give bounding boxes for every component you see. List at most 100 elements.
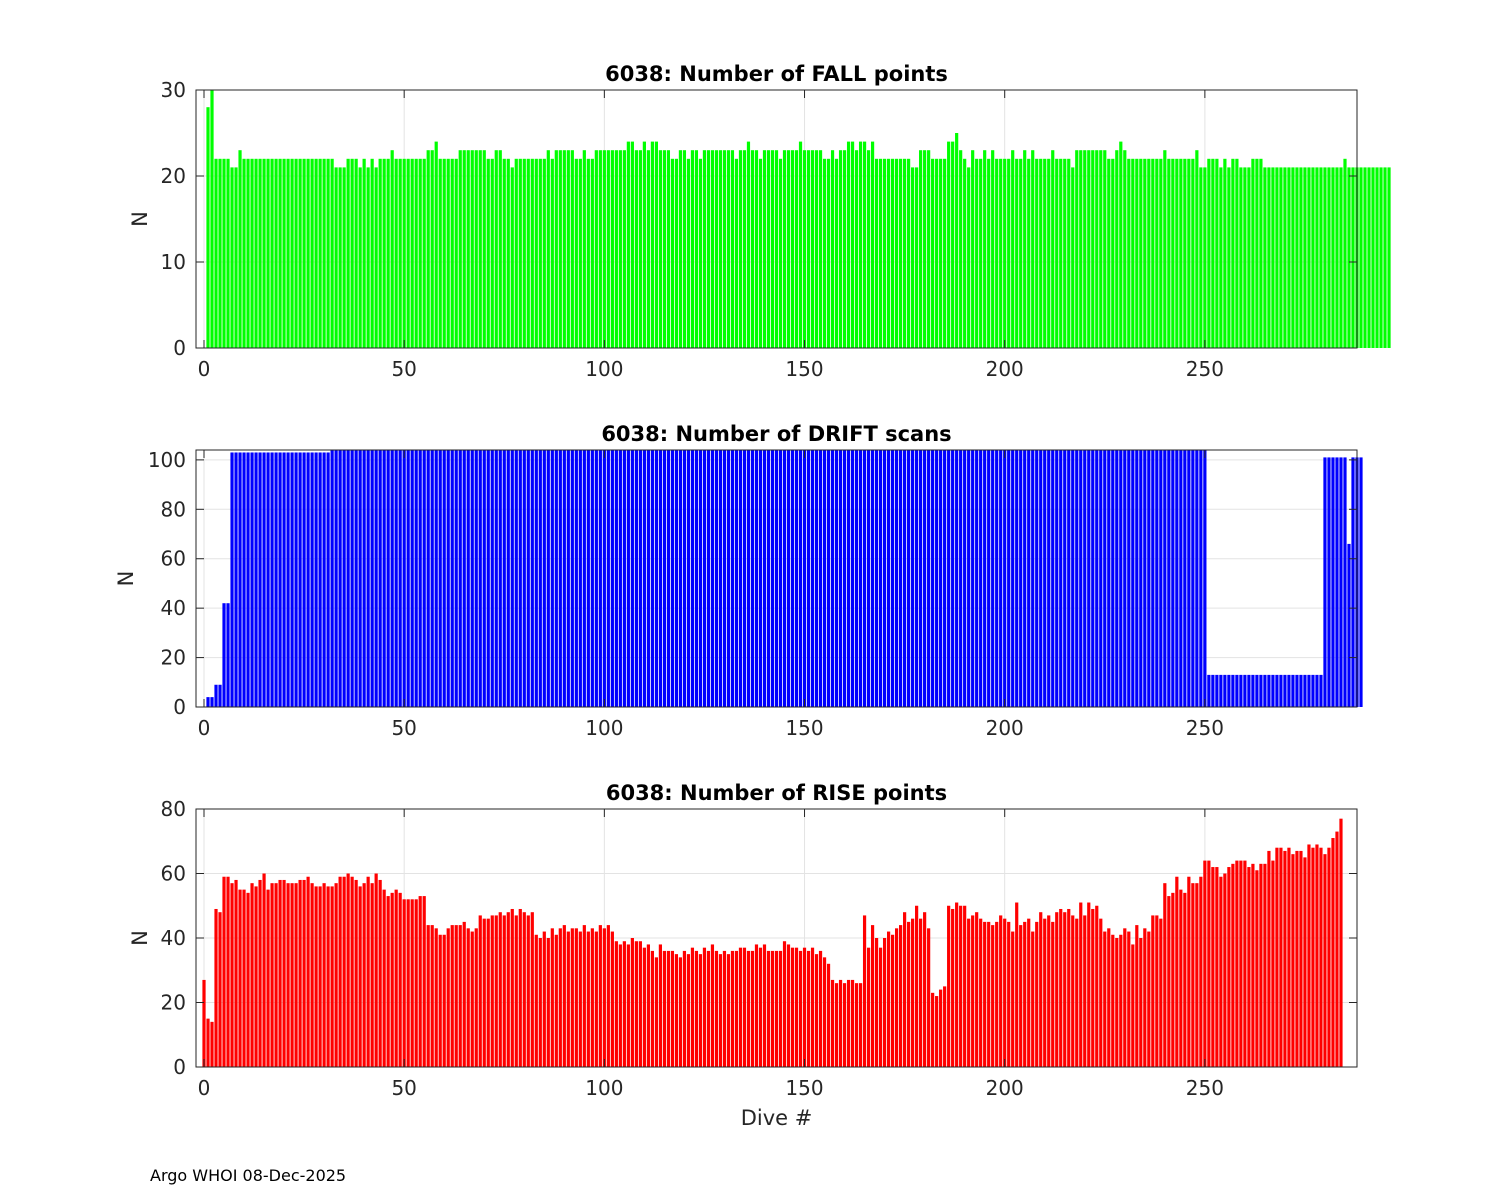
bar: [838, 450, 843, 707]
bar: [1079, 150, 1083, 348]
bar: [1279, 847, 1283, 1067]
chart-title: 6038: Number of DRIFT scans: [601, 422, 951, 446]
bar: [1263, 167, 1267, 348]
bar: [1267, 167, 1271, 348]
bar: [1111, 934, 1115, 1067]
bar: [370, 883, 374, 1067]
bar: [1347, 543, 1351, 707]
bar: [794, 947, 799, 1067]
bar: [210, 697, 214, 707]
bar: [891, 934, 895, 1067]
bar: [430, 925, 434, 1067]
bar: [1087, 150, 1091, 348]
bar: [734, 950, 739, 1067]
bar: [882, 158, 887, 348]
bar: [1331, 167, 1335, 348]
bar: [498, 912, 502, 1067]
bar: [1247, 867, 1251, 1067]
x-tick-label: 100: [585, 716, 623, 740]
bar: [618, 150, 622, 348]
bar: [1183, 892, 1187, 1067]
y-tick-label: 60: [161, 547, 186, 571]
bar: [390, 150, 394, 348]
bar: [594, 931, 598, 1067]
y-axis-label: N: [128, 211, 152, 227]
bar: [438, 158, 442, 348]
bar: [802, 450, 807, 707]
bar: [1083, 450, 1087, 707]
bar: [955, 902, 959, 1067]
bar: [1239, 860, 1243, 1067]
bar: [530, 158, 534, 348]
bar: [618, 450, 622, 707]
bar: [943, 158, 947, 348]
bar: [975, 450, 979, 707]
bar: [338, 450, 342, 707]
bar: [1155, 915, 1159, 1067]
bar: [1175, 876, 1179, 1067]
bar: [654, 450, 658, 707]
y-tick-label: 0: [173, 695, 186, 719]
bar: [318, 886, 322, 1067]
bar: [770, 150, 775, 348]
bar: [398, 450, 402, 707]
bar: [850, 979, 855, 1067]
bar: [714, 950, 719, 1067]
bar: [302, 452, 306, 707]
bar: [638, 150, 642, 348]
bar: [278, 879, 282, 1067]
bar: [230, 883, 234, 1067]
bar: [967, 918, 971, 1067]
bar: [1039, 912, 1043, 1067]
bar: [446, 158, 450, 348]
bar: [510, 450, 514, 707]
bar: [610, 150, 614, 348]
bar: [1335, 831, 1339, 1067]
bar: [294, 883, 298, 1067]
bar: [1251, 674, 1255, 708]
bar: [1143, 928, 1147, 1067]
bar: [1343, 457, 1347, 707]
bar: [1287, 167, 1291, 348]
bar: [402, 450, 406, 707]
bar: [786, 150, 791, 348]
bar: [566, 931, 570, 1067]
bar: [562, 925, 566, 1067]
bar: [802, 150, 807, 348]
bar: [1235, 674, 1239, 708]
bar: [730, 450, 735, 707]
bar: [1039, 158, 1043, 348]
x-tick-label: 0: [198, 716, 211, 740]
bar: [286, 883, 290, 1067]
bar: [1051, 921, 1055, 1068]
bar: [646, 450, 650, 707]
bar: [514, 915, 518, 1067]
bar: [1035, 158, 1039, 348]
bar: [818, 450, 823, 707]
bar: [486, 158, 490, 348]
bar: [1339, 818, 1343, 1067]
bar: [959, 450, 963, 707]
bar: [846, 450, 851, 707]
bar: [1003, 158, 1007, 348]
bar: [1195, 883, 1199, 1067]
bar: [646, 150, 650, 348]
bar: [326, 452, 330, 707]
bar: [498, 450, 502, 707]
bar: [778, 950, 783, 1067]
bar: [454, 158, 458, 348]
bar: [266, 889, 270, 1068]
y-tick-label: 80: [161, 497, 186, 521]
bar: [686, 954, 691, 1068]
bar: [422, 450, 426, 707]
bar: [947, 450, 951, 707]
bar: [674, 954, 679, 1068]
bar: [1183, 450, 1187, 707]
bar: [674, 158, 679, 348]
bar: [590, 450, 594, 707]
bar: [1091, 908, 1095, 1067]
bar: [1219, 876, 1223, 1067]
bar: [983, 921, 987, 1068]
bar: [842, 450, 847, 707]
bar: [626, 141, 630, 348]
